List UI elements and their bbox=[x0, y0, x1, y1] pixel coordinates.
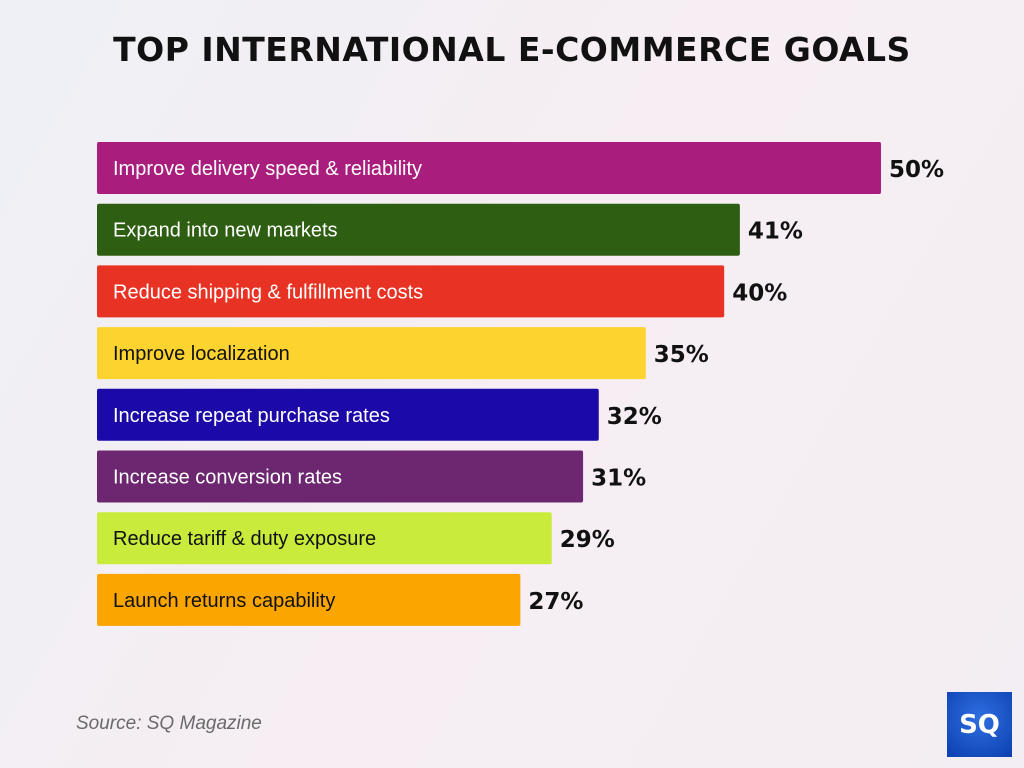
bar bbox=[97, 512, 552, 565]
bar bbox=[97, 203, 740, 256]
bar-category-label: Increase repeat purchase rates bbox=[113, 405, 390, 427]
bar-category-label: Reduce shipping & fulfillment costs bbox=[113, 281, 423, 303]
bar-category-label: Improve delivery speed & reliability bbox=[113, 158, 422, 180]
bar-category-label: Expand into new markets bbox=[113, 220, 338, 242]
logo-text: SQ bbox=[959, 709, 1000, 740]
bar bbox=[97, 573, 521, 626]
bar bbox=[97, 450, 584, 503]
sq-logo: SQ bbox=[947, 692, 1012, 757]
bar-value-label: 27% bbox=[528, 589, 583, 615]
bar bbox=[97, 265, 725, 318]
bar-category-label: Increase conversion rates bbox=[113, 467, 342, 489]
bar-value-label: 41% bbox=[748, 219, 803, 245]
source-note: Source: SQ Magazine bbox=[76, 713, 262, 734]
bar-value-label: 29% bbox=[560, 527, 615, 553]
chart-title: TOP INTERNATIONAL E-COMMERCE GOALS bbox=[113, 30, 911, 69]
bar bbox=[97, 388, 599, 441]
bar bbox=[97, 142, 881, 194]
bar-value-label: 50% bbox=[889, 157, 944, 183]
bar-value-label: 31% bbox=[591, 466, 646, 492]
bar-category-label: Launch returns capability bbox=[113, 590, 335, 612]
bar bbox=[97, 327, 646, 380]
bar-value-label: 32% bbox=[607, 404, 662, 430]
bar-value-label: 35% bbox=[654, 342, 709, 368]
bar-category-label: Improve localization bbox=[113, 343, 290, 365]
bar-category-label: Reduce tariff & duty exposure bbox=[113, 528, 376, 550]
bar-value-label: 40% bbox=[732, 280, 787, 306]
